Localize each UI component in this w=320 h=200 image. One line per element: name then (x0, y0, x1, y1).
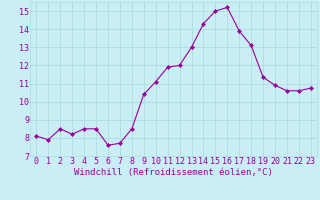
X-axis label: Windchill (Refroidissement éolien,°C): Windchill (Refroidissement éolien,°C) (74, 168, 273, 177)
